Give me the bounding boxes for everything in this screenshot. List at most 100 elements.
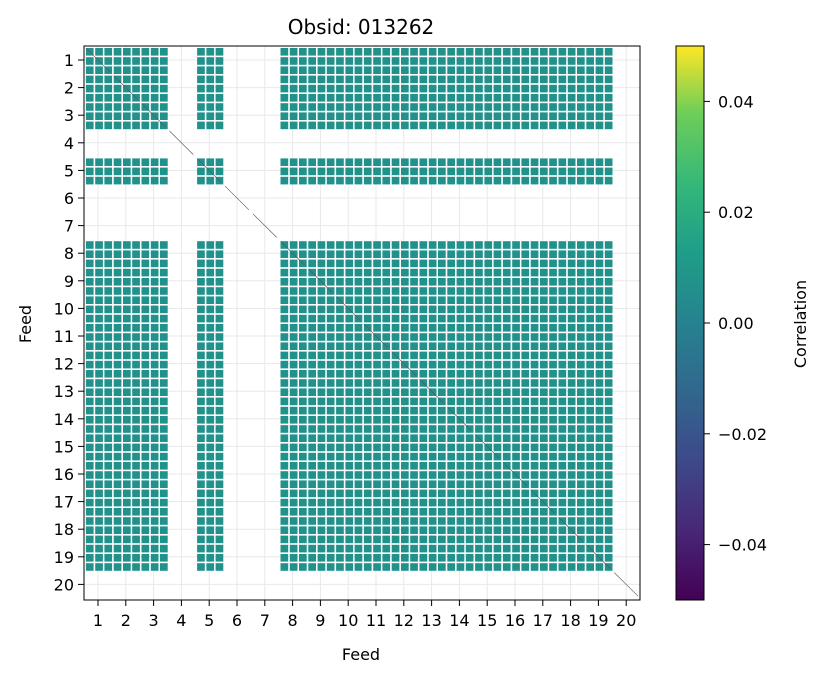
heatmap-cell (113, 508, 122, 516)
heatmap-cell (530, 84, 539, 93)
heatmap-cell (132, 526, 140, 534)
heatmap-cell (104, 416, 113, 424)
heatmap-cell (512, 554, 520, 562)
heatmap-cell (363, 388, 372, 396)
heatmap-cell (150, 259, 159, 268)
heatmap-cell (447, 526, 455, 534)
heatmap-cell (382, 517, 391, 525)
y-tick-label: 9 (64, 272, 74, 291)
x-tick-label: 11 (366, 611, 386, 630)
heatmap-cell (493, 462, 502, 470)
heatmap-cell (540, 57, 548, 65)
heatmap-cell (512, 112, 520, 120)
heatmap-cell (401, 563, 409, 571)
heatmap-cell (521, 112, 530, 120)
heatmap-cell (502, 471, 511, 479)
heatmap-cell (308, 416, 316, 424)
heatmap-cell (95, 121, 103, 130)
heatmap-cell (586, 370, 594, 378)
heatmap-cell (410, 75, 418, 84)
heatmap-cell (540, 462, 548, 470)
heatmap-cell (345, 526, 354, 534)
heatmap-cell (363, 452, 372, 461)
colorbar (675, 45, 705, 601)
heatmap-cell (317, 158, 326, 166)
heatmap-cell (373, 443, 381, 452)
heatmap-cell (85, 305, 94, 314)
heatmap-cell (604, 379, 613, 387)
heatmap-cell (521, 397, 530, 406)
heatmap-cell (428, 158, 437, 166)
heatmap-cell (197, 379, 205, 387)
heatmap-cell (604, 314, 613, 323)
heatmap-cell (160, 241, 168, 249)
heatmap-cell (521, 75, 530, 84)
heatmap-cell (354, 397, 363, 406)
heatmap-cell (317, 176, 326, 185)
heatmap-cell (289, 296, 298, 304)
heatmap-cell (484, 554, 493, 562)
heatmap-cell (299, 268, 307, 277)
heatmap-cell (465, 84, 474, 93)
heatmap-cell (465, 158, 474, 166)
heatmap-cell (419, 508, 428, 516)
heatmap-cell (326, 517, 335, 525)
heatmap-cell (604, 351, 613, 360)
heatmap-cell (438, 268, 446, 277)
heatmap-cell (317, 526, 326, 534)
heatmap-cell (113, 66, 122, 74)
heatmap-cell (123, 544, 131, 553)
heatmap-cell (317, 259, 326, 268)
heatmap-cell (206, 259, 215, 268)
heatmap-cell (577, 544, 585, 553)
heatmap-cell (512, 121, 520, 130)
heatmap-cell (206, 425, 215, 433)
heatmap-cell (160, 425, 168, 433)
heatmap-cell (521, 498, 530, 507)
heatmap-cell (104, 176, 113, 185)
y-tick-label: 11 (54, 327, 74, 346)
heatmap-cell (373, 480, 381, 488)
heatmap-cell (104, 314, 113, 323)
heatmap-cell (567, 544, 576, 553)
heatmap-cell (475, 176, 483, 185)
heatmap-cell (549, 48, 557, 56)
heatmap-cell (447, 66, 455, 74)
heatmap-cell (363, 250, 372, 258)
heatmap-cell (336, 167, 344, 176)
heatmap-cell (577, 351, 585, 360)
heatmap-cell (206, 324, 215, 332)
heatmap-cell (373, 434, 381, 442)
heatmap-cell (308, 241, 316, 249)
heatmap-cell (363, 544, 372, 553)
heatmap-cell (512, 462, 520, 470)
heatmap-cell (197, 305, 205, 314)
heatmap-cell (493, 112, 502, 120)
heatmap-cell (419, 176, 428, 185)
heatmap-cell (215, 452, 224, 461)
heatmap-cell (206, 498, 215, 507)
heatmap-cell (456, 554, 465, 562)
heatmap-cell (502, 158, 511, 166)
heatmap-cell (336, 406, 344, 415)
heatmap-cell (382, 94, 391, 102)
heatmap-cell (521, 342, 530, 350)
heatmap-cell (326, 112, 335, 120)
heatmap-cell (604, 425, 613, 433)
heatmap-cell (428, 314, 437, 323)
heatmap-cell (521, 535, 530, 544)
heatmap-cell (428, 287, 437, 295)
heatmap-cell (447, 489, 455, 498)
heatmap-cell (95, 563, 103, 571)
heatmap-cell (558, 121, 567, 130)
heatmap-cell (540, 351, 548, 360)
heatmap-cell (502, 554, 511, 562)
heatmap-cell (308, 434, 316, 442)
heatmap-cell (345, 94, 354, 102)
heatmap-cell (113, 471, 122, 479)
heatmap-cell (289, 57, 298, 65)
heatmap-cell (567, 406, 576, 415)
heatmap-cell (215, 167, 224, 176)
heatmap-cell (206, 314, 215, 323)
heatmap-cell (113, 324, 122, 332)
